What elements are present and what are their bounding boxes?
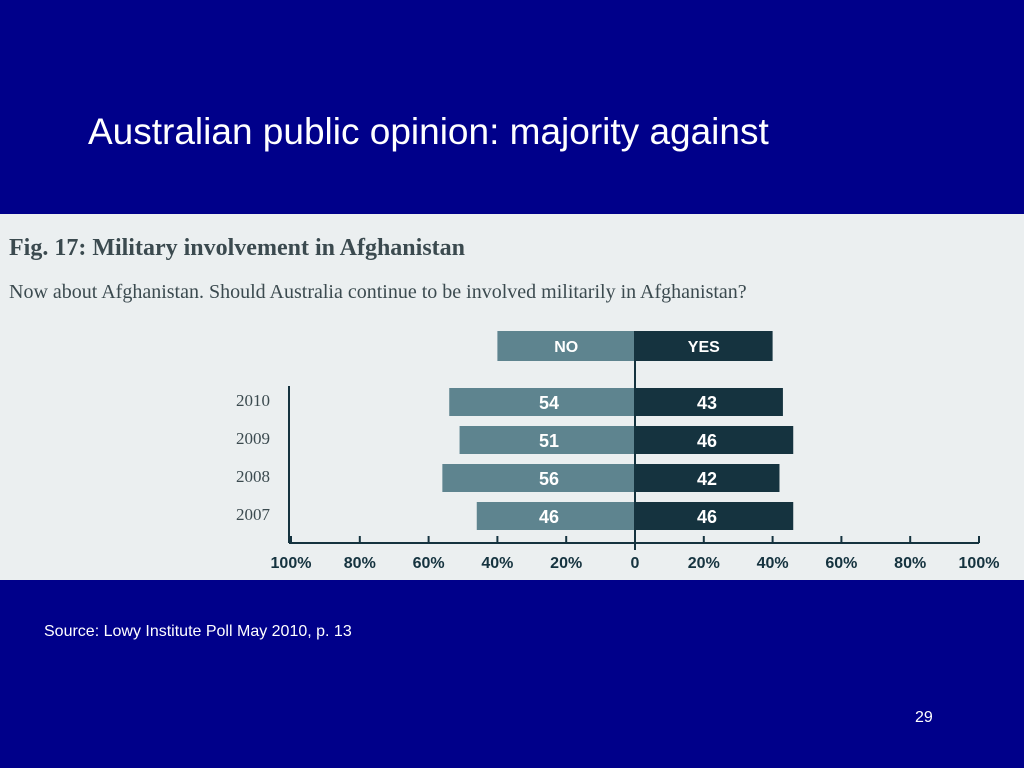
data-label-yes-2007: 46 (697, 507, 717, 527)
legend-no-label: NO (554, 339, 578, 356)
legend-yes-swatch (635, 331, 773, 361)
figure-question: Now about Afghanistan. Should Australia … (9, 281, 747, 303)
category-label-2010: 2010 (236, 391, 270, 410)
x-tick-label-10: 100% (959, 555, 1000, 572)
x-tick-label-4: 20% (550, 555, 582, 572)
bar-no-2007 (476, 502, 635, 530)
x-tick-label-3: 40% (481, 555, 513, 572)
data-label-no-2008: 56 (539, 469, 559, 489)
x-tick-label-2: 60% (413, 555, 445, 572)
bar-yes-2009 (635, 426, 794, 454)
x-tick-label-0: 100% (271, 555, 312, 572)
data-label-no-2007: 46 (539, 507, 559, 527)
data-label-yes-2009: 46 (697, 431, 717, 451)
figure-panel: Fig. 17: Military involvement in Afghani… (0, 214, 1024, 580)
x-tick-label-6: 20% (688, 555, 720, 572)
x-tick-label-1: 80% (344, 555, 376, 572)
bar-no-2009 (459, 426, 635, 454)
x-tick-label-9: 80% (894, 555, 926, 572)
category-label-2008: 2008 (236, 467, 270, 486)
data-label-yes-2010: 43 (697, 393, 717, 413)
data-label-no-2010: 54 (539, 393, 559, 413)
x-tick-label-5: 0 (631, 555, 640, 572)
legend-no-swatch (497, 331, 635, 361)
bar-yes-2007 (635, 502, 794, 530)
bar-no-2008 (442, 464, 635, 492)
x-tick-label-7: 40% (757, 555, 789, 572)
legend-yes-label: YES (688, 339, 720, 356)
slide-title: Australian public opinion: majority agai… (88, 111, 769, 152)
data-label-yes-2008: 42 (697, 469, 717, 489)
x-tick-label-8: 60% (825, 555, 857, 572)
source-note: Source: Lowy Institute Poll May 2010, p.… (44, 623, 352, 640)
category-label-2007: 2007 (236, 505, 271, 524)
figure-title: Fig. 17: Military involvement in Afghani… (9, 235, 465, 261)
bar-no-2010 (449, 388, 635, 416)
category-label-2009: 2009 (236, 429, 270, 448)
diverging-bar-chart: NO YES 54 43 2010 51 46 2009 56 42 2008 46 46 2007 100… (236, 331, 1000, 572)
bar-yes-2008 (635, 464, 780, 492)
bar-yes-2010 (635, 388, 783, 416)
page-number: 29 (915, 709, 933, 726)
data-label-no-2009: 51 (539, 431, 559, 451)
